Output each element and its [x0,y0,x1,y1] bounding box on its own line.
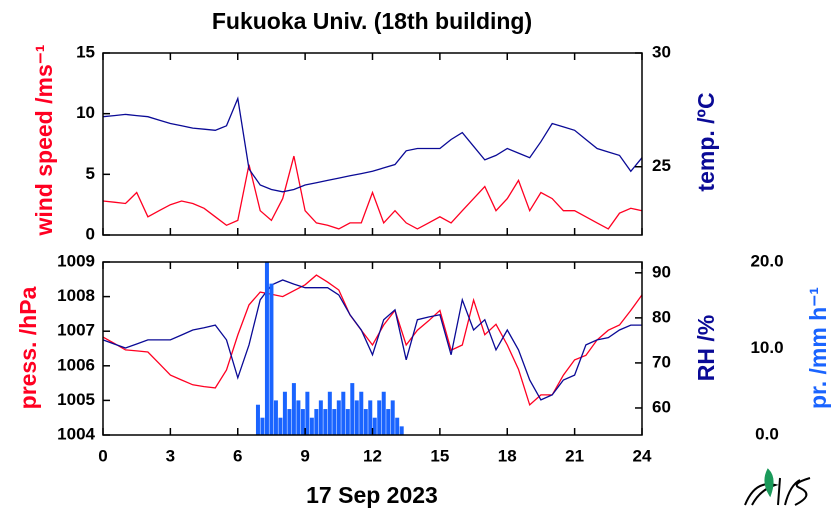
y2-tick-label: 80 [652,307,671,326]
bar [363,409,368,435]
x-tick-label: 6 [233,446,242,465]
bar [386,409,391,435]
bar [341,391,346,435]
bar [282,391,287,435]
x-tick-label: 12 [363,446,382,465]
bar [309,417,314,435]
y3-tick-label: 10.0 [750,338,783,357]
y-tick-label: 1008 [57,286,95,305]
y2-tick-label: 70 [652,352,671,371]
y2-axis-label: RH /% [693,315,719,381]
y2-tick-label: 60 [652,397,671,416]
bar [287,409,292,435]
y-axis-label: press. /hPa [15,286,41,409]
bar [264,262,269,435]
bar [305,391,310,435]
bar [327,391,332,435]
bar [300,409,305,435]
y3-tick-label: 20.0 [750,251,783,270]
y-tick-label: 10 [76,103,95,122]
y-tick-label: 5 [86,164,95,183]
bar [354,400,359,435]
bar [336,400,341,435]
bar [314,409,319,435]
bar [381,391,386,435]
bar [377,400,382,435]
x-tick-label: 15 [430,446,449,465]
y-tick-label: 1004 [57,424,95,443]
x-tick-label: 9 [300,446,309,465]
bar [273,400,278,435]
y3-tick-label: 0.0 [755,424,779,443]
y-axis-label: wind speed /ms⁻¹ [31,44,57,236]
bar [260,417,265,435]
logo [744,468,811,506]
y2-axis-label: temp. /ºC [693,92,719,191]
line [102,96,643,193]
bar [323,409,328,435]
bar [345,409,350,435]
y2-tick-label: 90 [652,262,671,281]
y-tick-label: 1005 [57,390,95,409]
y3-axis-label: pr. /mm h⁻¹ [805,287,831,409]
x-tick-label: 0 [98,446,107,465]
y2-tick-label: 30 [652,42,671,61]
y-tick-label: 1006 [57,355,95,374]
bar [278,417,283,435]
bar [318,400,323,435]
y-tick-label: 1007 [57,321,95,340]
bar [350,383,355,435]
y-tick-label: 0 [86,224,95,243]
bar [390,400,395,435]
bar [255,404,260,435]
bar [291,383,296,435]
x-tick-label: 21 [565,446,584,465]
y2-tick-label: 25 [652,156,671,175]
x-tick-label: 24 [633,446,652,465]
bar [269,283,274,435]
bar [368,400,373,435]
line [102,155,643,230]
bar [395,417,400,435]
y-tick-label: 1009 [57,251,95,270]
x-tick-label: 3 [166,446,175,465]
line [102,279,642,401]
chart-title: Fukuoka Univ. (18th building) [212,8,532,34]
y-tick-label: 15 [76,42,95,61]
bar [296,400,301,435]
x-tick-label: 18 [498,446,517,465]
bar [399,426,404,435]
bar [359,391,364,435]
bar [372,417,377,435]
bar [332,409,337,435]
x-axis-label: 17 Sep 2023 [306,482,438,508]
